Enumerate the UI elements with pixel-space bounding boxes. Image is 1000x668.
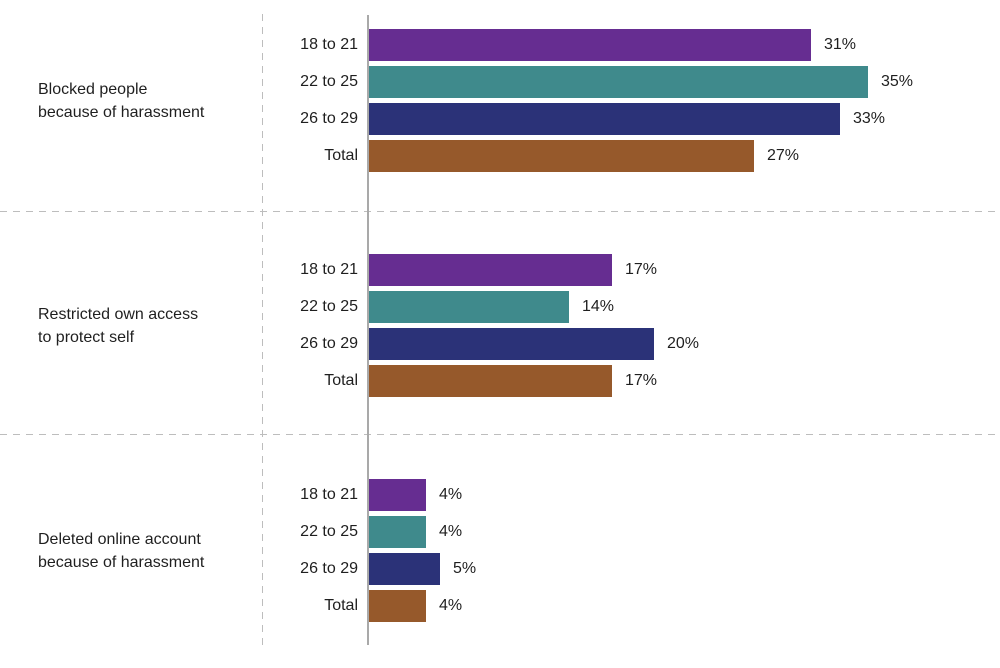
bar-22-to-25 <box>369 66 868 98</box>
value-label: 20% <box>667 335 700 352</box>
bar-row: Total 27% <box>0 140 1000 172</box>
value-label: 4% <box>439 523 463 540</box>
group-rows: 18 to 21 17% 22 to 25 14% 26 to 29 20% Total 17… <box>0 254 1000 397</box>
bar-row: Total 17% <box>0 365 1000 397</box>
age-group-label: 26 to 29 <box>300 110 358 127</box>
bar-total <box>369 365 612 397</box>
bar-18-to-21 <box>369 254 612 286</box>
category-label: Deleted online account because of harass… <box>38 530 205 571</box>
group-rows: 18 to 21 4% 22 to 25 4% 26 to 29 5% Total 4% <box>0 479 1000 622</box>
age-group-label: 26 to 29 <box>300 560 358 577</box>
value-label: 14% <box>582 298 615 315</box>
bar-row: 18 to 21 31% <box>0 29 1000 61</box>
bar-row: 18 to 21 17% <box>0 254 1000 286</box>
bar-26-to-29 <box>369 328 654 360</box>
bar-total <box>369 140 754 172</box>
bar-row: 26 to 29 33% <box>0 103 1000 135</box>
age-group-label: 26 to 29 <box>300 335 358 352</box>
age-group-label: Total <box>324 147 358 164</box>
age-group-label: 22 to 25 <box>300 73 358 90</box>
bar-22-to-25 <box>369 516 426 548</box>
vertical-dashed-separator <box>262 14 263 646</box>
bar-row: 18 to 21 4% <box>0 479 1000 511</box>
value-label: 35% <box>881 73 914 90</box>
age-group-label: Total <box>324 372 358 389</box>
bar-row: 26 to 29 20% <box>0 328 1000 360</box>
bar-total <box>369 590 426 622</box>
value-label: 31% <box>824 36 857 53</box>
value-label: 33% <box>853 110 886 127</box>
value-label: 27% <box>767 147 800 164</box>
bar-18-to-21 <box>369 479 426 511</box>
horizontal-dashed-separator-2 <box>0 434 1000 435</box>
value-label: 5% <box>453 560 477 577</box>
age-group-label: 18 to 21 <box>300 36 358 53</box>
bar-22-to-25 <box>369 291 569 323</box>
bar-row: Total 4% <box>0 590 1000 622</box>
value-label: 17% <box>625 372 658 389</box>
bar-26-to-29 <box>369 553 440 585</box>
chart-group-deleted-account: Deleted online account because of harass… <box>0 479 1000 622</box>
zero-baseline-axis <box>367 15 369 645</box>
value-label: 4% <box>439 597 463 614</box>
bar-26-to-29 <box>369 103 840 135</box>
age-group-label: 22 to 25 <box>300 298 358 315</box>
age-group-label: 22 to 25 <box>300 523 358 540</box>
age-group-label: 18 to 21 <box>300 261 358 278</box>
bar-row: 26 to 29 5% <box>0 553 1000 585</box>
age-group-label: Total <box>324 597 358 614</box>
horizontal-dashed-separator-1 <box>0 211 1000 212</box>
group-rows: 18 to 21 31% 22 to 25 35% 26 to 29 33% Total 27… <box>0 29 1000 172</box>
category-label: Restricted own access to protect self <box>38 305 199 346</box>
bar-18-to-21 <box>369 29 811 61</box>
category-label: Blocked people because of harassment <box>38 80 205 121</box>
age-group-label: 18 to 21 <box>300 486 358 503</box>
chart-group-blocked-people: Blocked people because of harassment 18 … <box>0 29 1000 172</box>
bar-row: 22 to 25 14% <box>0 291 1000 323</box>
value-label: 4% <box>439 486 463 503</box>
chart-group-restricted-access: Restricted own access to protect self 18… <box>0 254 1000 397</box>
value-label: 17% <box>625 261 658 278</box>
bar-row: 22 to 25 35% <box>0 66 1000 98</box>
bar-row: 22 to 25 4% <box>0 516 1000 548</box>
